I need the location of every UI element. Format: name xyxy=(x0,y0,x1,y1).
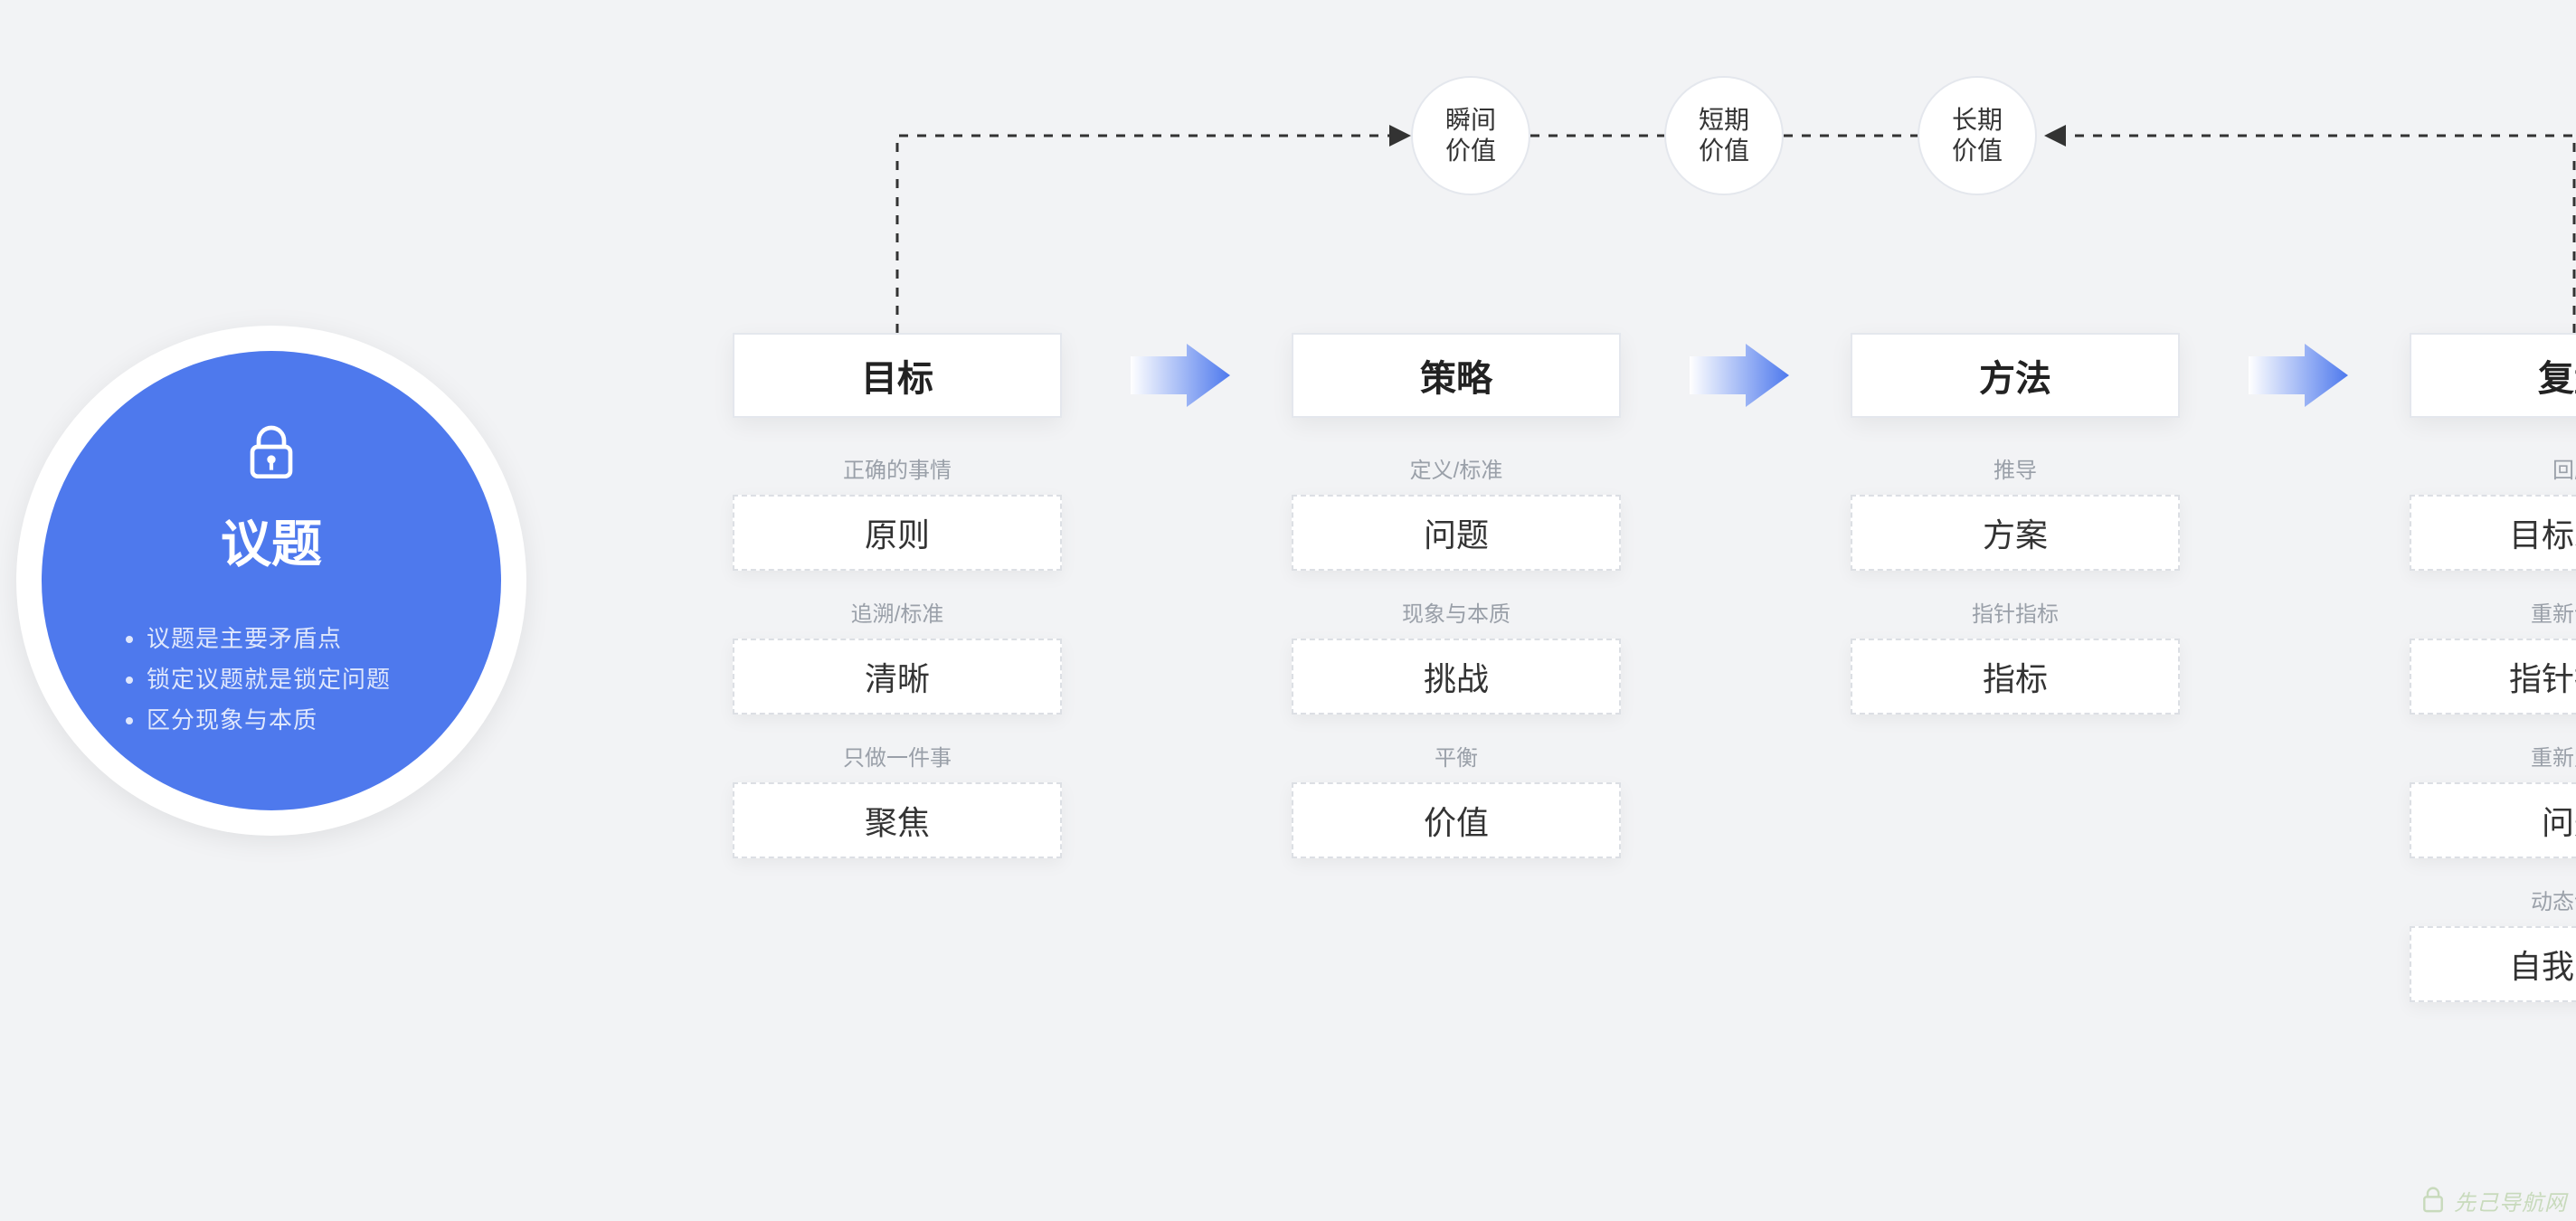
item-label: 重新定义 xyxy=(2410,740,2576,771)
stage-header: 复盘 xyxy=(2410,333,2576,418)
stage-header: 方法 xyxy=(1851,333,2180,418)
value-bubble-short: 短期 价值 xyxy=(1664,76,1784,195)
connector-left xyxy=(868,109,1429,344)
item-box: 问题 xyxy=(2410,782,2576,858)
watermark: 先己导航网 xyxy=(2420,1183,2567,1217)
topic-circle: 议题 议题是主要矛盾点 锁定议题就是锁定问题 区分现象与本质 xyxy=(42,351,501,810)
item-box: 清晰 xyxy=(733,639,1062,715)
item-box: 挑战 xyxy=(1292,639,1621,715)
item-label: 回顾 xyxy=(2410,452,2576,484)
item-box: 自我审视 xyxy=(2410,926,2576,1002)
value-line2: 价值 xyxy=(1699,136,1749,166)
item-box: 指标 xyxy=(1851,639,2180,715)
item-label: 重新评估 xyxy=(2410,596,2576,628)
flow-arrow-1 xyxy=(1131,344,1230,407)
topic-title: 议题 xyxy=(221,504,322,577)
item-box: 价值 xyxy=(1292,782,1621,858)
item-label: 推导 xyxy=(1851,452,2180,484)
value-line1: 长期 xyxy=(1952,105,2003,136)
diagram-canvas: 议题 议题是主要矛盾点 锁定议题就是锁定问题 区分现象与本质 瞬间 价值 短期 … xyxy=(0,0,2576,1221)
item-box: 方案 xyxy=(1851,495,2180,571)
value-line1: 瞬间 xyxy=(1445,105,1496,136)
topic-bullets: 议题是主要矛盾点 锁定议题就是锁定问题 区分现象与本质 xyxy=(42,613,391,743)
connector-right xyxy=(2026,109,2576,344)
item-box: 问题 xyxy=(1292,495,1621,571)
item-label: 现象与本质 xyxy=(1292,596,1621,628)
stage-header: 策略 xyxy=(1292,333,1621,418)
flow-arrow-2 xyxy=(1690,344,1789,407)
stage-method: 方法 推导 方案 指针指标 指标 xyxy=(1851,333,2180,715)
stage-goal: 目标 正确的事情 原则 追溯/标准 清晰 只做一件事 聚焦 xyxy=(733,333,1062,858)
item-label: 只做一件事 xyxy=(733,740,1062,771)
topic-bullet: 区分现象与本质 xyxy=(147,702,391,735)
lock-icon xyxy=(246,423,297,487)
value-line2: 价值 xyxy=(1952,136,2003,166)
item-box: 目标差异 xyxy=(2410,495,2576,571)
item-label: 动态调整 xyxy=(2410,884,2576,915)
stage-strategy: 策略 定义/标准 问题 现象与本质 挑战 平衡 价值 xyxy=(1292,333,1621,858)
stage-header: 目标 xyxy=(733,333,1062,418)
value-bubble-long: 长期 价值 xyxy=(1918,76,2037,195)
watermark-lock-icon xyxy=(2420,1185,2447,1216)
item-label: 定义/标准 xyxy=(1292,452,1621,484)
value-line1: 短期 xyxy=(1699,105,1749,136)
item-label: 正确的事情 xyxy=(733,452,1062,484)
value-bubble-instant: 瞬间 价值 xyxy=(1411,76,1530,195)
value-line2: 价值 xyxy=(1445,136,1496,166)
topic-bullet: 议题是主要矛盾点 xyxy=(147,620,391,654)
topic-bullet: 锁定议题就是锁定问题 xyxy=(147,661,391,695)
item-box: 指针指标 xyxy=(2410,639,2576,715)
item-label: 追溯/标准 xyxy=(733,596,1062,628)
flow-arrow-3 xyxy=(2249,344,2348,407)
item-label: 平衡 xyxy=(1292,740,1621,771)
item-label: 指针指标 xyxy=(1851,596,2180,628)
bubble-dash-2 xyxy=(1784,134,1918,137)
item-box: 聚焦 xyxy=(733,782,1062,858)
item-box: 原则 xyxy=(733,495,1062,571)
watermark-text: 先己导航网 xyxy=(2454,1185,2567,1216)
stage-review: 复盘 回顾 目标差异 重新评估 指针指标 重新定义 问题 动态调整 自我审视 xyxy=(2410,333,2576,1002)
bubble-dash-1 xyxy=(1530,134,1664,137)
